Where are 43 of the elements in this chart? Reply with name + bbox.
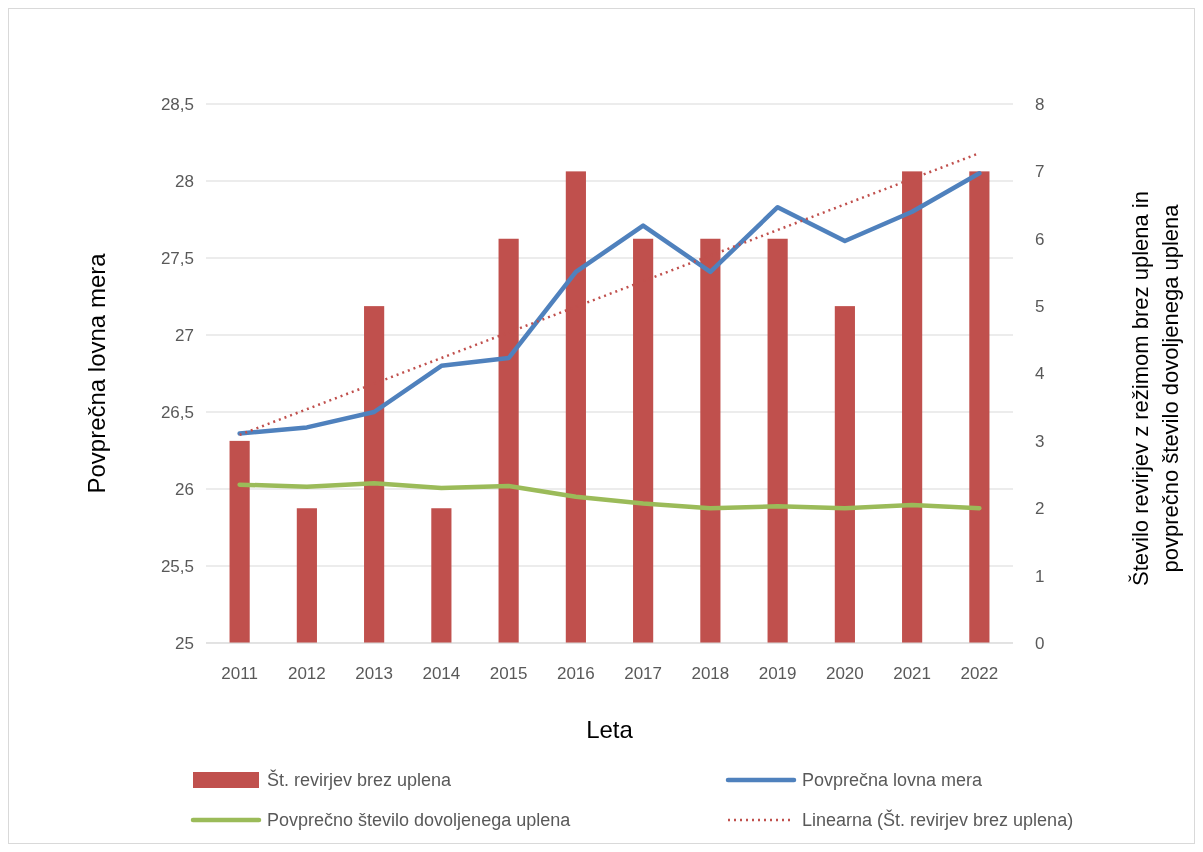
y2-tick-label: 1 (1035, 566, 1045, 586)
y-tick-label: 25,5 (160, 556, 194, 576)
bar (431, 508, 452, 643)
x-tick-label: 2015 (489, 664, 528, 683)
x-tick-label: 2017 (624, 664, 663, 683)
x-tick-label: 2018 (691, 664, 730, 683)
y2-tick-label: 6 (1035, 229, 1045, 249)
y2-tick-label: 7 (1035, 162, 1045, 182)
y2-tick-label: 2 (1035, 499, 1045, 519)
y2-tick-label: 5 (1035, 297, 1045, 317)
x-tick-label: 2012 (287, 664, 326, 683)
legend-label: Št. revirjev brez uplena (267, 769, 453, 791)
x-tick-label: 2011 (221, 664, 258, 683)
bar (767, 238, 788, 643)
bar (296, 508, 317, 643)
y-axis-title: Povprečna lovna mera (83, 252, 110, 494)
x-tick-label: 2014 (422, 664, 461, 683)
x-tick-label: 2022 (960, 664, 999, 683)
x-axis-title: Leta (586, 716, 634, 743)
y2-axis-title: Število revirjev z režimom brez uplena in povprečno število dovoljenega uplena (1128, 191, 1183, 586)
legend-label: Povprečno število dovoljenega uplena (267, 810, 572, 831)
y-tick-label: 27,5 (160, 248, 194, 268)
y-tick-label: 26 (175, 479, 194, 499)
x-tick-label: 2013 (355, 664, 394, 683)
y-tick-label: 28 (175, 171, 194, 191)
y-tick-label: 28,5 (160, 94, 194, 114)
x-tick-label: 2016 (556, 664, 595, 683)
x-tick-label: 2021 (893, 664, 932, 683)
x-tick-label: 2019 (758, 664, 797, 683)
y-tick-label: 26,5 (160, 402, 194, 422)
bar (834, 306, 855, 643)
legend-label: Povprečna lovna mera (802, 770, 984, 791)
legend-label: Linearna (Št. revirjev brez uplena) (802, 809, 1074, 831)
y2-tick-label: 0 (1035, 633, 1045, 653)
y-tick-label: 27 (175, 325, 194, 345)
y2-tick-label: 4 (1035, 364, 1045, 384)
bar (229, 440, 250, 643)
y2-tick-label: 3 (1035, 431, 1045, 451)
y2-tick-label: 8 (1035, 94, 1045, 114)
bar (969, 171, 990, 643)
x-tick-label: 2020 (825, 664, 864, 683)
line-series (237, 481, 982, 511)
y-tick-label: 25 (175, 633, 194, 653)
